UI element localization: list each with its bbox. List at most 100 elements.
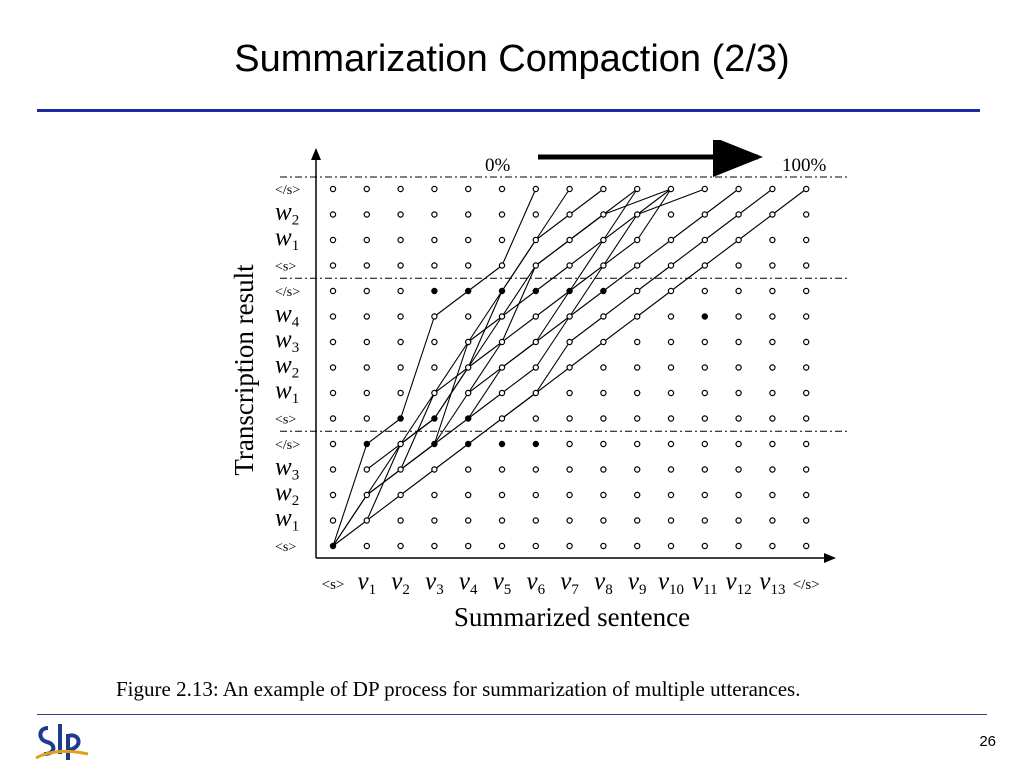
lattice-node xyxy=(464,338,472,346)
lattice-node xyxy=(498,287,506,295)
lattice-node xyxy=(634,466,641,473)
lattice-node xyxy=(498,185,506,193)
x-tick-label: v7 xyxy=(560,568,579,598)
lattice-node xyxy=(498,517,506,524)
slide-title: Summarization Compaction (2/3) xyxy=(234,38,790,80)
dp-path-segment xyxy=(501,367,537,394)
progress-end-label: 100% xyxy=(782,155,827,176)
x-tick-label: v11 xyxy=(692,568,718,598)
lattice-node xyxy=(667,236,675,244)
lattice-node xyxy=(634,211,641,218)
lattice-node xyxy=(464,440,472,448)
x-tick-label: v6 xyxy=(526,568,545,598)
lattice-node xyxy=(735,415,742,422)
dp-path-segment xyxy=(433,392,469,445)
lattice-node xyxy=(498,542,506,550)
lattice-node xyxy=(566,440,573,448)
x-tick-label: v3 xyxy=(425,568,444,598)
dp-path-segment xyxy=(535,188,571,241)
lattice-node xyxy=(464,415,472,422)
lattice-node xyxy=(600,466,607,473)
dp-path-segment xyxy=(603,290,638,317)
dp-path-segment xyxy=(535,367,570,394)
dp-path-segment xyxy=(569,214,604,241)
lattice-node xyxy=(600,517,607,524)
lattice-node xyxy=(363,466,370,473)
lattice-node xyxy=(600,236,607,244)
dp-path-segment xyxy=(467,392,503,419)
x-tick-label: v8 xyxy=(594,568,613,598)
y-tick-label: w1 xyxy=(275,224,299,254)
lattice-node xyxy=(769,236,776,244)
dp-path-segment xyxy=(434,290,469,317)
dp-path-segment xyxy=(603,316,638,343)
dp-path-segment xyxy=(535,290,571,343)
lattice-node xyxy=(397,389,404,397)
lattice-node xyxy=(769,262,776,269)
dp-path-segment xyxy=(772,188,807,215)
lattice-node xyxy=(532,440,539,448)
lattice-node xyxy=(363,338,370,346)
lattice-node xyxy=(397,262,404,269)
lattice-node xyxy=(667,491,675,499)
lattice-node xyxy=(667,287,675,295)
lattice-node xyxy=(363,364,370,371)
lattice-node xyxy=(803,415,810,422)
dp-path-segment xyxy=(603,239,638,266)
lattice-node xyxy=(803,185,810,193)
lattice-node xyxy=(329,313,337,320)
lattice-node xyxy=(769,364,776,371)
dp-path-segment xyxy=(569,265,604,317)
lattice-node xyxy=(600,185,607,193)
lattice-node xyxy=(803,338,810,346)
dp-path-segment xyxy=(501,392,537,419)
dp-path-segment xyxy=(467,265,503,292)
lattice-node xyxy=(464,211,472,218)
x-tick-label: v9 xyxy=(628,568,647,598)
y-tick-label: w2 xyxy=(275,199,299,229)
dp-path-segment xyxy=(433,341,469,445)
lattice-node xyxy=(363,287,370,295)
lattice-node xyxy=(600,364,607,371)
lattice-node xyxy=(498,364,506,371)
lattice-node xyxy=(329,415,337,422)
lattice-node xyxy=(566,364,573,371)
lattice-node xyxy=(363,211,370,218)
lattice-node xyxy=(363,517,370,524)
lattice-node xyxy=(634,338,641,346)
lattice-node xyxy=(566,236,573,244)
y-tick-label: <s> xyxy=(275,540,296,555)
y-axis-label: Transcription result xyxy=(229,264,259,476)
lattice-node xyxy=(701,287,708,295)
dp-path-segment xyxy=(501,239,537,292)
dp-path-segment xyxy=(670,239,706,266)
lattice-node xyxy=(667,517,675,524)
lattice-node xyxy=(397,542,404,550)
lattice-node xyxy=(566,211,573,218)
lattice-node xyxy=(769,517,776,524)
lattice-node xyxy=(803,313,810,320)
lattice-node xyxy=(431,211,438,218)
x-tick-label: v4 xyxy=(459,568,478,598)
lattice-node xyxy=(566,287,573,295)
lattice-node xyxy=(431,517,438,524)
lattice-node xyxy=(803,287,810,295)
lattice-node xyxy=(498,440,506,448)
dp-path-segment xyxy=(467,316,503,343)
lattice-node xyxy=(431,236,438,244)
lattice-node xyxy=(498,415,506,422)
dp-path-segment xyxy=(636,239,672,266)
lattice-node xyxy=(735,287,742,295)
dp-path-segment xyxy=(535,214,570,241)
lattice-node xyxy=(329,491,337,499)
dp-path-segment xyxy=(535,341,571,394)
slp-logo xyxy=(35,724,89,760)
lattice-node xyxy=(397,364,404,371)
dp-path-segment xyxy=(637,188,705,216)
title-divider xyxy=(37,109,980,112)
lattice-node xyxy=(431,491,438,499)
lattice-node xyxy=(667,364,675,371)
lattice-node xyxy=(363,262,370,269)
lattice-node xyxy=(735,440,742,448)
lattice-node xyxy=(634,389,641,397)
